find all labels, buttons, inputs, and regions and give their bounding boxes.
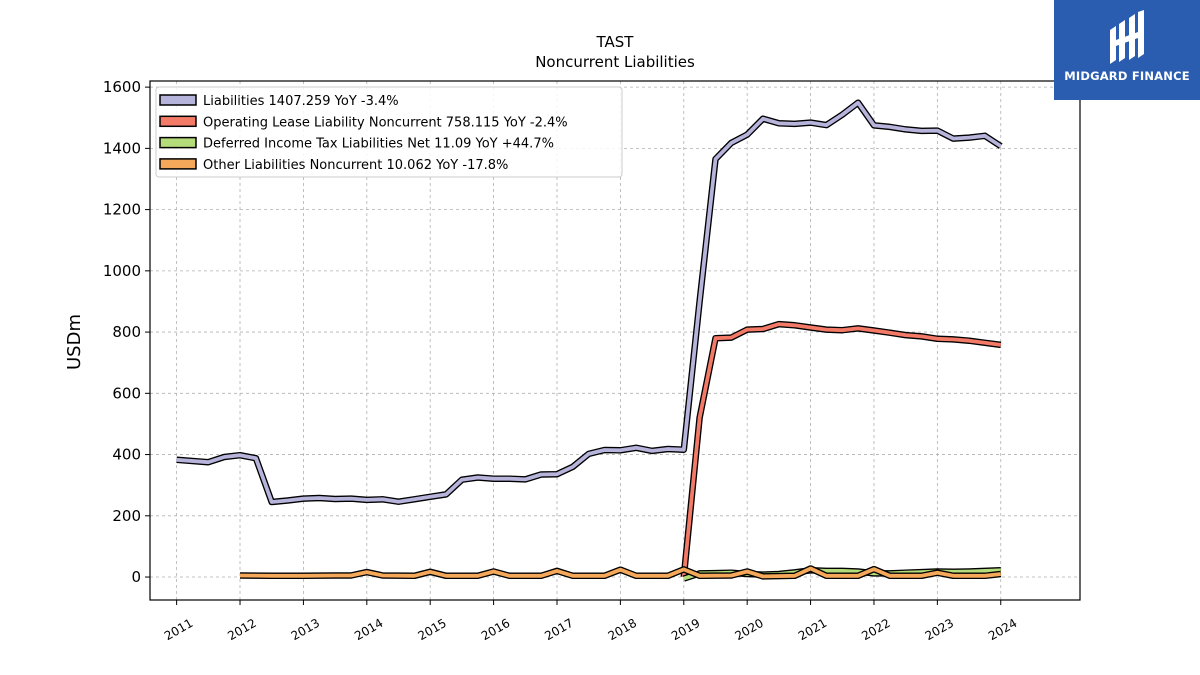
y-tick-label: 1000	[103, 262, 141, 280]
y-tick-label: 0	[131, 568, 141, 586]
y-axis-ticks: 0 200 400 600 800 1000 1200 1400 1600	[103, 78, 150, 586]
series-1	[680, 320, 1002, 578]
y-tick-label: 800	[112, 323, 141, 341]
y-tick-label: 600	[112, 384, 141, 402]
series-3	[239, 565, 1002, 580]
series-line	[176, 100, 1002, 504]
x-tick-label: 2016	[479, 616, 512, 643]
x-tick-label: 2024	[986, 616, 1019, 643]
legend-swatch	[159, 94, 197, 106]
y-tick-label: 200	[112, 507, 141, 525]
plot-frame	[149, 80, 1081, 601]
chart-subtitle: Noncurrent Liabilities	[535, 53, 695, 71]
brand-logo: MIDGARD FINANCE	[1054, 0, 1200, 100]
legend-label: Operating Lease Liability Noncurrent 758…	[203, 115, 568, 130]
series-line	[239, 566, 1002, 579]
x-tick-label: 2015	[415, 616, 448, 643]
x-tick-label: 2019	[669, 616, 702, 643]
x-tick-label: 2012	[225, 616, 258, 643]
legend-item: Deferred Income Tax Liabilities Net 11.0…	[159, 136, 554, 152]
series-0	[176, 99, 1003, 506]
legend-swatch	[159, 136, 197, 149]
x-tick-label: 2023	[923, 616, 956, 643]
legend: Liabilities 1407.259 YoY -3.4% Operating …	[155, 86, 623, 178]
x-tick-label: 2018	[606, 616, 639, 643]
x-tick-label: 2022	[859, 616, 892, 643]
legend-box	[155, 86, 623, 178]
y-tick-label: 1600	[103, 78, 141, 96]
x-tick-label: 2011	[162, 616, 195, 643]
legend-item: Liabilities 1407.259 YoY -3.4%	[159, 94, 399, 109]
y-tick-label: 1200	[103, 201, 141, 219]
series-line-outline	[680, 320, 1002, 578]
legend-label: Liabilities 1407.259 YoY -3.4%	[203, 94, 399, 109]
legend-label: Other Liabilities Noncurrent 10.062 YoY …	[203, 158, 508, 173]
x-axis-ticks: 2011 2012 2013 2014 2015 2016 2017 2018 2019 2020…	[162, 600, 1019, 643]
legend-item: Other Liabilities Noncurrent 10.062 YoY …	[159, 158, 508, 173]
x-tick-label: 2014	[352, 616, 385, 643]
chart-title: TAST	[596, 33, 635, 51]
y-tick-label: 400	[112, 446, 141, 464]
series-lines	[176, 99, 1003, 582]
x-tick-label: 2017	[542, 616, 575, 643]
y-axis-label: USDm	[64, 314, 85, 370]
x-tick-label: 2021	[796, 616, 829, 643]
legend-swatch	[159, 115, 197, 128]
x-tick-label: 2013	[289, 616, 322, 643]
legend-swatch	[159, 158, 197, 170]
brand-name: MIDGARD FINANCE	[1064, 69, 1190, 83]
x-tick-label: 2020	[732, 616, 765, 643]
legend-label: Deferred Income Tax Liabilities Net 11.0…	[203, 137, 554, 152]
series-line	[681, 322, 1002, 578]
y-tick-label: 1400	[103, 139, 141, 157]
midgard-logo-icon	[1110, 10, 1144, 64]
legend-item: Operating Lease Liability Noncurrent 758…	[159, 115, 568, 130]
